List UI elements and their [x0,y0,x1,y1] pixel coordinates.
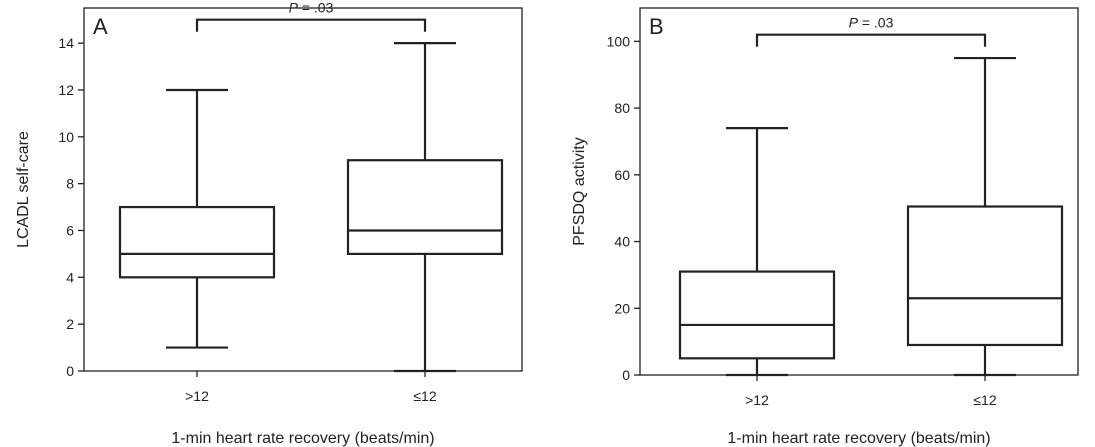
x-axis-label: 1-min heart rate recovery (beats/min) [171,430,434,447]
x-tick-label: ≤12 [973,392,996,408]
iqr-box [118,205,276,279]
box-1 [118,88,276,349]
plot-frame [83,7,523,372]
y-tick-label: 100 [607,33,631,49]
panel-label: A [93,14,108,39]
x-tick-label: >12 [185,388,209,404]
plot-frame [639,7,1079,376]
x-tick-label: ≤12 [413,388,436,404]
panel-b: B 0 20 40 60 80 100 >12 ≤12 1-min heart rate reco… [571,7,1079,447]
p-symbol: P [289,0,299,16]
p-value: = .03 [858,15,894,31]
iqr-box [346,159,504,256]
panel-a: A 0 2 4 6 8 10 12 14 >12 ≤12 1-min heart rate recov… [15,0,523,447]
p-symbol: P [849,15,859,31]
box-2 [346,42,504,373]
y-axis-label: LCADL self-care [15,131,32,248]
iqr-box [678,270,836,360]
p-value-label: P = .03 [289,0,334,16]
p-value-label: P = .03 [849,15,894,31]
y-tick-label: 60 [614,167,630,183]
iqr-box [906,205,1064,347]
y-tick-label: 80 [614,100,630,116]
box-1 [678,127,836,377]
x-axis-label: 1-min heart rate recovery (beats/min) [727,430,990,447]
significance-bracket [195,18,427,32]
x-tick-label: >12 [745,392,769,408]
y-tick-label: 12 [58,82,74,98]
y-axis-label: PFSDQ activity [571,137,588,245]
y-tick-label: 0 [622,367,630,383]
p-value: = .03 [298,0,334,16]
y-tick-label: 8 [66,176,74,192]
y-tick-label: 40 [614,234,630,250]
box-2 [906,56,1064,377]
y-tick-label: 6 [66,222,74,238]
y-tick-label: 14 [58,35,74,51]
y-tick-label: 20 [614,300,630,316]
y-tick-label: 2 [66,316,74,332]
y-tick-label: 10 [58,129,74,145]
y-tick-label: 0 [66,363,74,379]
y-tick-label: 4 [66,269,74,285]
significance-bracket [755,33,987,47]
panel-label: B [649,14,664,39]
